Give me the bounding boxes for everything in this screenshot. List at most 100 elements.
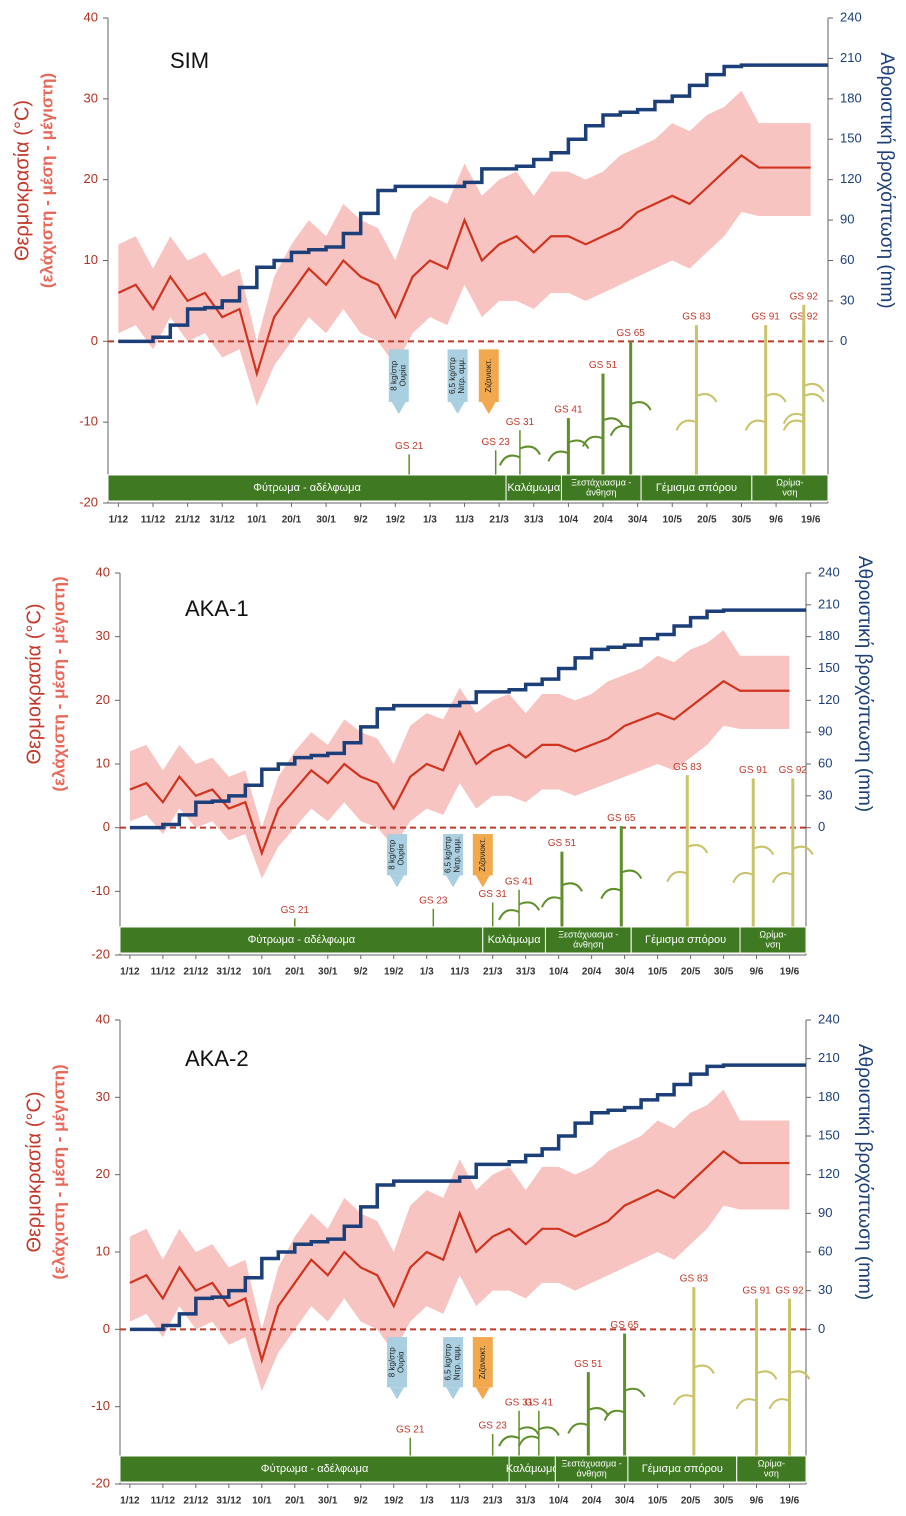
stage-label: Ωρίμα- (759, 929, 786, 939)
y-tick-label: -20 (91, 946, 110, 961)
application-label: 6,5 kg/στρ (448, 357, 457, 394)
plant-leaf (782, 393, 825, 431)
application-arrow (446, 875, 461, 888)
stage-bar (554, 1455, 629, 1483)
plant-leaf (603, 1387, 646, 1421)
stage-bar (119, 926, 484, 954)
y-tick-label: 0 (103, 819, 110, 834)
y2-tick-label: 120 (840, 171, 862, 186)
application-box (472, 1337, 493, 1388)
growth-stage-label: GS 23 (479, 1421, 508, 1432)
x-tick-label: 19/2 (384, 1496, 404, 1507)
stage-bar (107, 474, 507, 502)
y-tick-label: 10 (84, 252, 98, 267)
application-box (387, 834, 408, 876)
y2-tick-label: 60 (818, 1243, 832, 1258)
x-tick-label: 30/4 (615, 967, 635, 978)
x-tick-label: 31/12 (216, 1496, 241, 1507)
x-tick-label: 10/1 (252, 1496, 272, 1507)
x-tick-label: 11/12 (151, 1496, 176, 1507)
temperature-mean (129, 1150, 790, 1365)
y2-tick-label: 120 (818, 1166, 840, 1181)
application-arrow (481, 401, 496, 414)
x-tick-label: 30/1 (316, 515, 336, 526)
stage-label: νση (765, 939, 780, 949)
x-tick-label: 1/3 (420, 1496, 434, 1507)
application-box (443, 1337, 464, 1388)
temperature-range (129, 630, 790, 879)
stage-label: Ωρίμα- (758, 1458, 785, 1468)
x-tick-label: 19/6 (780, 967, 800, 978)
stage-label: Καλάμωμα (506, 1463, 560, 1475)
y-axis-label: Θερμοκρασία (°C) (23, 603, 45, 764)
application-label: Ουρία (398, 365, 407, 387)
x-tick-label: 20/4 (582, 1496, 602, 1507)
application-label: 6,5 kg/στρ (444, 1343, 453, 1380)
plant-leaf (768, 1370, 811, 1410)
x-tick-label: 30/1 (318, 967, 338, 978)
x-tick-label: 11/3 (455, 515, 474, 526)
application-arrow (450, 401, 465, 414)
application-label: Ζιζανιοκτ. (478, 838, 487, 872)
x-tick-label: 19/6 (780, 1496, 800, 1507)
y-tick-label: 30 (84, 90, 98, 105)
y2-tick-label: 210 (840, 50, 862, 65)
application-arrow (390, 875, 405, 888)
x-tick-label: 31/3 (516, 967, 536, 978)
growth-stage-label: GS 41 (505, 876, 534, 887)
x-tick-label: 20/5 (681, 1496, 701, 1507)
plant-leaf (541, 882, 583, 908)
y-tick-label: 20 (84, 171, 98, 186)
y-tick-label: 10 (96, 1243, 110, 1258)
x-tick-label: 9/2 (354, 515, 368, 526)
growth-stage-label: GS 92 (775, 1285, 804, 1296)
stage-label: Γέμισμα σπόρου (645, 934, 726, 946)
y-tick-label: 20 (96, 1166, 110, 1181)
application-box (472, 834, 493, 876)
y2-tick-label: 210 (818, 1050, 840, 1065)
plant-leaf (582, 417, 624, 447)
y2-tick-label: 90 (818, 724, 832, 739)
x-tick-label: 20/5 (697, 515, 717, 526)
x-tick-label: 31/12 (216, 967, 241, 978)
x-tick-label: 10/1 (252, 967, 272, 978)
growth-stage-label: GS 91 (739, 765, 768, 776)
application-label: Νιτρ. αμμ. (453, 1344, 462, 1380)
growth-stage-label: GS 65 (607, 813, 636, 824)
y2-tick-label: 180 (818, 1089, 840, 1104)
y-tick-label: 0 (103, 1321, 110, 1336)
x-tick-label: 10/1 (247, 515, 267, 526)
plant-leaf (600, 869, 643, 900)
x-tick-label: 1/12 (120, 1496, 140, 1507)
y-axis-sublabel: (ελάχιστη - μέση - μέγιστη) (49, 1064, 68, 1279)
y2-tick-label: 150 (840, 131, 862, 146)
plant-leaf (732, 845, 775, 884)
y2-axis-label: Αθροιστική βροχόπτωση (mm) (876, 52, 897, 308)
application-box (387, 1337, 408, 1388)
stage-label: Φύτρωμα - αδέλφωμα (261, 1463, 369, 1475)
plant-leaf (782, 382, 825, 425)
application-box (478, 349, 499, 402)
y2-tick-label: 240 (818, 1011, 840, 1026)
y-tick-label: 10 (96, 755, 110, 770)
y2-tick-label: 60 (840, 252, 854, 267)
stage-bar (751, 474, 829, 502)
growth-stage-label: GS 91 (742, 1285, 771, 1296)
x-tick-label: 30/5 (732, 515, 752, 526)
y-tick-label: 30 (96, 1089, 110, 1104)
application-label: Ουρία (397, 1351, 406, 1373)
y2-tick-label: 0 (840, 333, 847, 348)
x-tick-label: 30/5 (714, 967, 734, 978)
x-tick-label: 9/6 (750, 967, 764, 978)
stage-bar (505, 474, 562, 502)
y-tick-label: 40 (96, 1011, 110, 1026)
y-tick-label: 30 (96, 628, 110, 643)
x-tick-label: 11/12 (151, 967, 176, 978)
stage-bar (508, 1455, 556, 1483)
y2-tick-label: 30 (840, 292, 854, 307)
growth-stage-label: GS 21 (395, 441, 424, 452)
stage-label: Ξεστάχυασμα - (571, 477, 631, 487)
x-tick-label: 30/4 (628, 515, 648, 526)
x-tick-label: 21/12 (183, 1496, 208, 1507)
